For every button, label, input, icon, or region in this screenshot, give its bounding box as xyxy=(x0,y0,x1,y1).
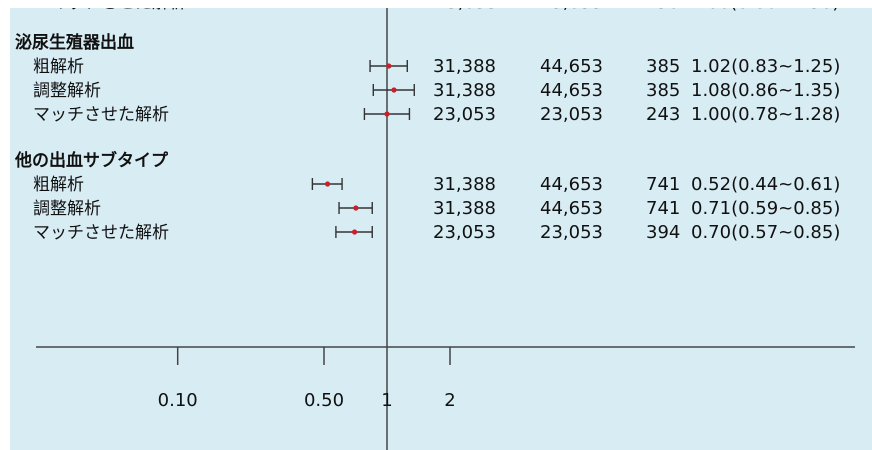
row-label: 調整解析 xyxy=(33,81,101,101)
row-label: 調整解析 xyxy=(33,199,101,219)
x-tick-label: 2 xyxy=(444,390,455,411)
n-treated: 23,053 xyxy=(433,222,496,243)
n-control: 44,653 xyxy=(540,174,603,195)
row-label: 粗解析 xyxy=(33,57,84,77)
point-estimate xyxy=(353,205,359,211)
estimate-ci-text: 0.71(0.59~0.85) xyxy=(691,198,840,219)
event-count: 741 xyxy=(646,174,680,195)
n-control: 44,653 xyxy=(540,80,603,101)
point-estimate xyxy=(386,63,392,69)
n-treated: 31,388 xyxy=(433,174,496,195)
estimate-ci-text: 0.52(0.44~0.61) xyxy=(691,174,840,195)
estimate-ci-text: 0.70(0.57~0.85) xyxy=(691,222,840,243)
event-count: 385 xyxy=(646,56,680,77)
n-treated: 31,388 xyxy=(433,198,496,219)
event-count: 243 xyxy=(646,104,680,125)
point-estimate xyxy=(384,111,390,117)
estimate-ci-text: 1.02(0.83~1.25) xyxy=(691,56,840,77)
event-count: 385 xyxy=(646,80,680,101)
point-estimate xyxy=(391,87,397,93)
event-count: 394 xyxy=(646,222,680,243)
row-label: 粗解析 xyxy=(33,175,84,195)
row-label: マッチさせた解析 xyxy=(33,105,169,125)
estimate-ci-text: 1.00(0.78~1.28) xyxy=(691,104,840,125)
group-label: 他の出血サブタイプ xyxy=(14,150,169,171)
point-estimate xyxy=(351,229,358,235)
n-control: 23,053 xyxy=(540,222,603,243)
n-treated: 23,053 xyxy=(433,104,496,125)
n-control: 44,653 xyxy=(540,56,603,77)
group-label: 泌尿生殖器出血 xyxy=(15,32,134,53)
estimate-ci-text: 1.08(0.86~1.35) xyxy=(691,80,840,101)
n-control: 23,053 xyxy=(540,104,603,125)
n-treated: 31,388 xyxy=(433,80,496,101)
n-treated: 31,388 xyxy=(433,56,496,77)
x-tick-label: 1 xyxy=(381,390,392,411)
plot-panel xyxy=(10,8,872,450)
event-count: 741 xyxy=(646,198,680,219)
x-tick-label: 0.10 xyxy=(158,390,198,411)
x-tick-label: 0.50 xyxy=(304,390,344,411)
row-label: マッチさせた解析 xyxy=(33,223,169,243)
n-control: 44,653 xyxy=(540,198,603,219)
point-estimate xyxy=(324,181,331,187)
